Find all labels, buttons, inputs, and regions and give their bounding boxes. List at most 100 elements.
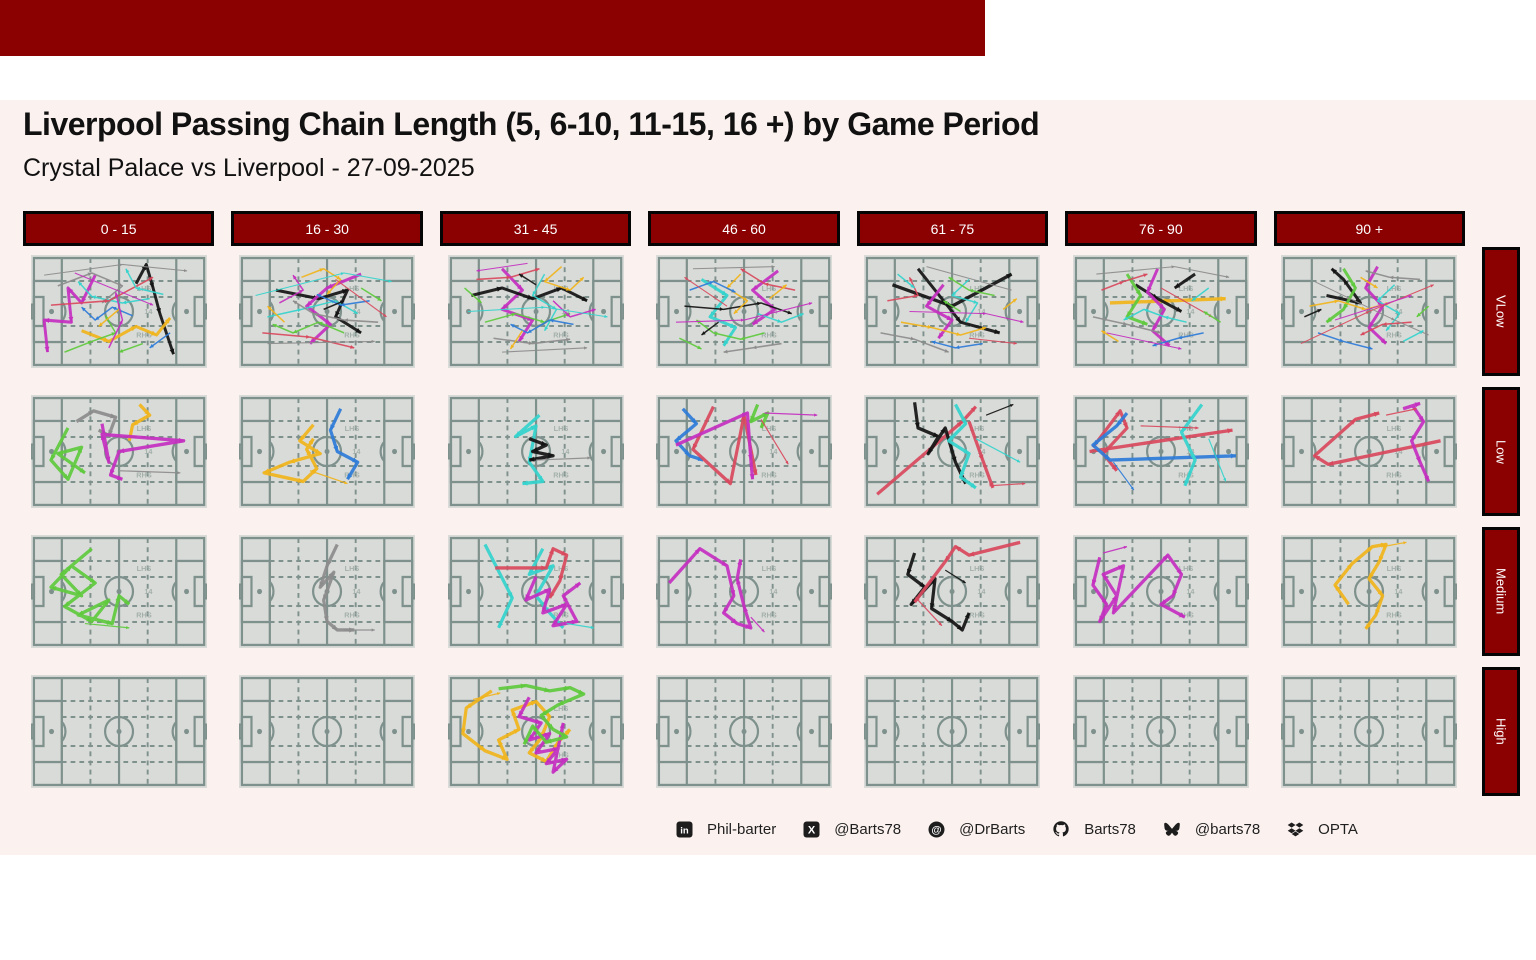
svg-text:14: 14	[144, 447, 153, 456]
pitch-r2c2: LHS 14 RHS	[231, 395, 422, 508]
svg-text:LHS: LHS	[1387, 284, 1402, 293]
pitch-r1c5: LHS 14 RHS	[857, 255, 1048, 368]
pitch-r1c1: LHS 14 RHS	[23, 255, 214, 368]
svg-text:14: 14	[144, 307, 153, 316]
opta-label: OPTA	[1318, 820, 1358, 838]
pitch-r1c6: LHS 14 RHS	[1065, 255, 1256, 368]
svg-text:14: 14	[352, 447, 361, 456]
svg-text:X: X	[808, 824, 816, 836]
period-header-0-15: 0 - 15	[23, 211, 215, 246]
svg-text:14: 14	[144, 587, 153, 596]
pitch-r4c6	[1065, 675, 1256, 788]
pitch-r3c5: LHS 14 RHS	[857, 535, 1048, 648]
svg-text:RHS: RHS	[136, 330, 151, 339]
credit-linkedin: in Phil-barter	[676, 821, 776, 838]
svg-text:LHS: LHS	[553, 704, 568, 713]
svg-text:LHS: LHS	[970, 564, 985, 573]
svg-text:RHS: RHS	[761, 610, 776, 619]
svg-text:RHS: RHS	[553, 750, 568, 759]
svg-text:RHS: RHS	[1386, 610, 1401, 619]
bluesky-handle: @barts78	[1194, 820, 1261, 838]
svg-text:14: 14	[978, 307, 987, 316]
pitch-r4c7	[1274, 675, 1465, 788]
svg-text:RHS: RHS	[1386, 330, 1401, 339]
credit-x: X @Barts78	[803, 821, 901, 838]
pitch-r3c3: LHS 14 RHS	[440, 535, 631, 648]
svg-text:14: 14	[1395, 447, 1404, 456]
svg-text:LHS: LHS	[762, 564, 777, 573]
pitch-grid: LHS 14 RHS LHS 14 RHS LHS 14 RHS LHS 14 RHS LHS 14 RHS…	[23, 247, 1520, 796]
svg-text:RHS: RHS	[970, 610, 985, 619]
svg-text:14: 14	[978, 587, 987, 596]
credits-footer: in Phil-barter X @Barts78 @ @DrBarts Bar…	[676, 820, 1358, 838]
pitch-r1c3: LHS 14 RHS	[440, 255, 631, 368]
pitch-r4c1	[23, 675, 214, 788]
pitch-r3c7: LHS 14 RHS	[1274, 535, 1465, 648]
pitch-r2c3: LHS 14 RHS	[440, 395, 631, 508]
pitch-r2c4: LHS 14 RHS	[648, 395, 839, 508]
svg-text:RHS: RHS	[1386, 470, 1401, 479]
svg-text:RHS: RHS	[761, 330, 776, 339]
linkedin-icon: in	[676, 821, 693, 837]
svg-text:in: in	[680, 825, 689, 836]
pitch-r4c5	[857, 675, 1048, 788]
svg-text:LHS: LHS	[345, 284, 360, 293]
pitch-r2c1: LHS 14 RHS	[23, 395, 214, 508]
pitch-r1c4: LHS 14 RHS	[648, 255, 839, 368]
credit-bluesky: @barts78	[1163, 821, 1260, 838]
svg-text:RHS: RHS	[970, 330, 985, 339]
svg-text:14: 14	[1395, 307, 1404, 316]
github-handle: Barts78	[1084, 820, 1136, 838]
pitch-r1c7: LHS 14 RHS	[1274, 255, 1465, 368]
pitch-r2c5: LHS 14 RHS	[857, 395, 1048, 508]
svg-text:RHS: RHS	[344, 330, 359, 339]
top-banner	[0, 0, 985, 56]
svg-text:LHS: LHS	[553, 564, 568, 573]
svg-text:RHS: RHS	[553, 330, 568, 339]
svg-text:LHS: LHS	[1387, 564, 1402, 573]
pitch-r3c1: LHS 14 RHS	[23, 535, 214, 648]
svg-text:14: 14	[352, 307, 361, 316]
row-label-vlow: VLow	[1482, 247, 1520, 376]
svg-text:LHS: LHS	[970, 284, 985, 293]
svg-text:LHS: LHS	[762, 284, 777, 293]
svg-text:LHS: LHS	[970, 424, 985, 433]
svg-text:RHS: RHS	[1178, 470, 1193, 479]
svg-text:RHS: RHS	[136, 470, 151, 479]
row-label-low: Low	[1482, 387, 1520, 516]
svg-text:RHS: RHS	[761, 470, 776, 479]
row-label-high: High	[1482, 667, 1520, 796]
svg-text:14: 14	[352, 587, 361, 596]
svg-text:LHS: LHS	[136, 424, 151, 433]
x-handle: @Barts78	[834, 820, 902, 838]
svg-text:14: 14	[769, 587, 778, 596]
linkedin-handle: Phil-barter	[707, 820, 777, 838]
svg-text:14: 14	[1186, 587, 1195, 596]
dropbox-icon	[1287, 822, 1304, 836]
mastodon-icon: @	[928, 821, 945, 837]
svg-text:LHS: LHS	[1178, 284, 1193, 293]
svg-text:RHS: RHS	[1178, 610, 1193, 619]
svg-text:LHS: LHS	[553, 424, 568, 433]
svg-text:14: 14	[561, 307, 570, 316]
period-header-90+: 90 +	[1273, 211, 1465, 246]
svg-text:LHS: LHS	[136, 564, 151, 573]
period-header-46-60: 46 - 60	[648, 211, 840, 246]
pitch-r4c4	[648, 675, 839, 788]
svg-text:LHS: LHS	[136, 284, 151, 293]
period-header-76-90: 76 - 90	[1065, 211, 1257, 246]
svg-text:14: 14	[769, 447, 778, 456]
period-header-31-45: 31 - 45	[439, 211, 632, 246]
svg-text:RHS: RHS	[553, 470, 568, 479]
svg-text:14: 14	[561, 587, 570, 596]
period-header-61-75: 61 - 75	[856, 211, 1049, 246]
credit-mastodon: @ @DrBarts	[928, 821, 1025, 838]
chart-title: Liverpool Passing Chain Length (5, 6-10,…	[23, 106, 1040, 142]
svg-text:14: 14	[1395, 587, 1404, 596]
github-icon	[1053, 821, 1069, 837]
svg-text:RHS: RHS	[344, 610, 359, 619]
svg-text:14: 14	[561, 447, 570, 456]
chart-panel: Liverpool Passing Chain Length (5, 6-10,…	[0, 100, 1536, 855]
pitch-r4c2	[231, 675, 422, 788]
